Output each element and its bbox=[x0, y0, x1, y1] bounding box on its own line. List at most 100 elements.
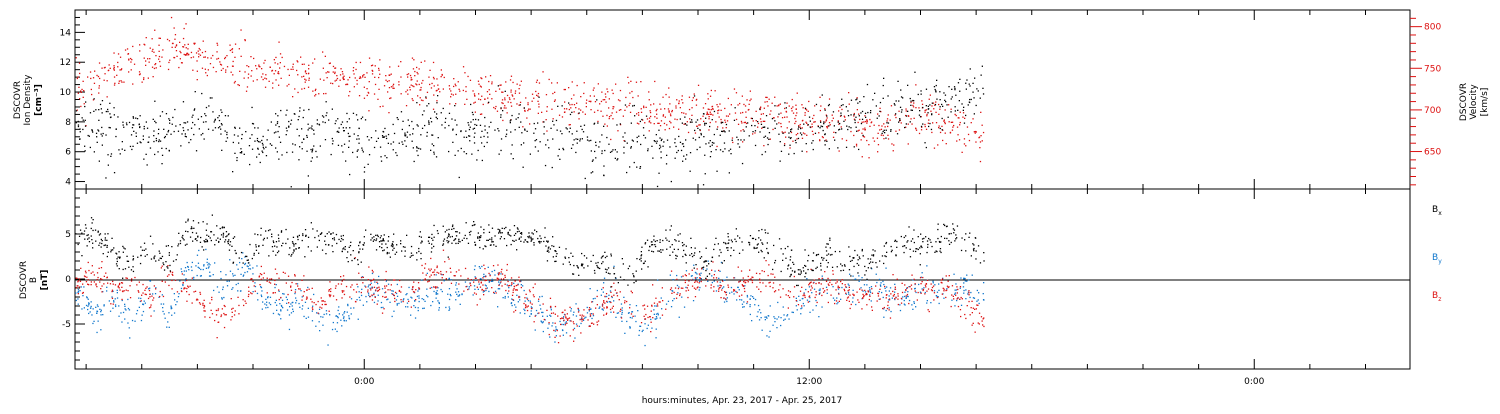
point-velocity bbox=[380, 106, 381, 107]
point-velocity bbox=[159, 51, 160, 52]
point-velocity bbox=[575, 107, 576, 108]
point-by bbox=[348, 315, 349, 316]
point-velocity bbox=[505, 81, 506, 82]
point-velocity bbox=[586, 106, 587, 107]
point-ion-density bbox=[511, 153, 512, 154]
point-velocity bbox=[179, 42, 180, 43]
point-bz bbox=[218, 322, 219, 323]
point-bz bbox=[527, 299, 528, 300]
point-by bbox=[267, 296, 268, 297]
point-ion-density bbox=[257, 138, 258, 139]
point-bz bbox=[370, 284, 371, 285]
point-velocity bbox=[113, 52, 114, 53]
point-by bbox=[280, 310, 281, 311]
point-bz bbox=[105, 273, 106, 274]
point-by bbox=[440, 289, 441, 290]
point-velocity bbox=[685, 113, 686, 114]
point-ion-density bbox=[382, 135, 383, 136]
point-ion-density bbox=[942, 106, 943, 107]
point-velocity bbox=[886, 120, 887, 121]
point-by bbox=[357, 286, 358, 287]
point-ion-density bbox=[109, 113, 110, 114]
point-by bbox=[422, 298, 423, 299]
point-by bbox=[780, 317, 781, 318]
point-by bbox=[967, 293, 968, 294]
point-velocity bbox=[184, 54, 185, 55]
point-by bbox=[449, 299, 450, 300]
point-by bbox=[203, 264, 204, 265]
point-ion-density bbox=[710, 156, 711, 157]
point-ion-density bbox=[767, 144, 768, 145]
point-bz bbox=[496, 292, 497, 293]
point-velocity bbox=[770, 139, 771, 140]
point-by bbox=[925, 292, 926, 293]
point-by bbox=[222, 298, 223, 299]
point-ion-density bbox=[78, 124, 79, 125]
point-ion-density bbox=[271, 121, 272, 122]
point-by bbox=[656, 305, 657, 306]
point-bz bbox=[942, 294, 943, 295]
point-by bbox=[294, 293, 295, 294]
point-bz bbox=[565, 324, 566, 325]
point-bz bbox=[138, 290, 139, 291]
point-ion-density bbox=[277, 121, 278, 122]
point-ion-density bbox=[78, 121, 79, 122]
point-bz bbox=[235, 310, 236, 311]
point-bz bbox=[183, 282, 184, 283]
point-bz bbox=[621, 317, 622, 318]
point-by bbox=[754, 304, 755, 305]
point-ion-density bbox=[559, 149, 560, 150]
point-by bbox=[562, 329, 563, 330]
point-bz bbox=[842, 279, 843, 280]
point-bz bbox=[573, 323, 574, 324]
point-velocity bbox=[121, 69, 122, 70]
point-ion-density bbox=[237, 135, 238, 136]
point-bz bbox=[505, 277, 506, 278]
point-velocity bbox=[520, 102, 521, 103]
point-velocity bbox=[593, 87, 594, 88]
point-by bbox=[803, 303, 804, 304]
point-ion-density bbox=[234, 153, 235, 154]
point-by bbox=[100, 311, 101, 312]
point-ion-density bbox=[402, 144, 403, 145]
point-ion-density bbox=[299, 146, 300, 147]
point-by bbox=[724, 301, 725, 302]
point-velocity bbox=[401, 93, 402, 94]
point-bz bbox=[971, 307, 972, 308]
point-by bbox=[163, 303, 164, 304]
point-ion-density bbox=[286, 128, 287, 129]
point-ion-density bbox=[710, 140, 711, 141]
point-velocity bbox=[647, 118, 648, 119]
point-by bbox=[768, 336, 769, 337]
point-bz bbox=[911, 285, 912, 286]
point-ion-density bbox=[108, 165, 109, 166]
point-ion-density bbox=[464, 151, 465, 152]
point-by bbox=[396, 299, 397, 300]
point-by bbox=[418, 298, 419, 299]
point-by bbox=[293, 311, 294, 312]
point-ion-density bbox=[426, 105, 427, 106]
point-by bbox=[879, 279, 880, 280]
point-bz bbox=[150, 306, 151, 307]
point-velocity bbox=[519, 88, 520, 89]
point-velocity bbox=[537, 80, 538, 81]
point-ion-density bbox=[666, 163, 667, 164]
point-bx bbox=[88, 234, 89, 235]
point-ion-density bbox=[543, 121, 544, 122]
point-ion-density bbox=[409, 134, 410, 135]
point-by bbox=[804, 305, 805, 306]
point-by bbox=[552, 322, 553, 323]
point-velocity bbox=[711, 109, 712, 110]
point-bz bbox=[171, 280, 172, 281]
point-velocity bbox=[665, 94, 666, 95]
point-velocity bbox=[791, 108, 792, 109]
point-by bbox=[483, 274, 484, 275]
point-bz bbox=[810, 282, 811, 283]
point-velocity bbox=[264, 60, 265, 61]
point-bz bbox=[676, 294, 677, 295]
point-by bbox=[561, 324, 562, 325]
point-bz bbox=[424, 279, 425, 280]
point-bz bbox=[894, 294, 895, 295]
point-bz bbox=[889, 309, 890, 310]
point-by bbox=[307, 287, 308, 288]
